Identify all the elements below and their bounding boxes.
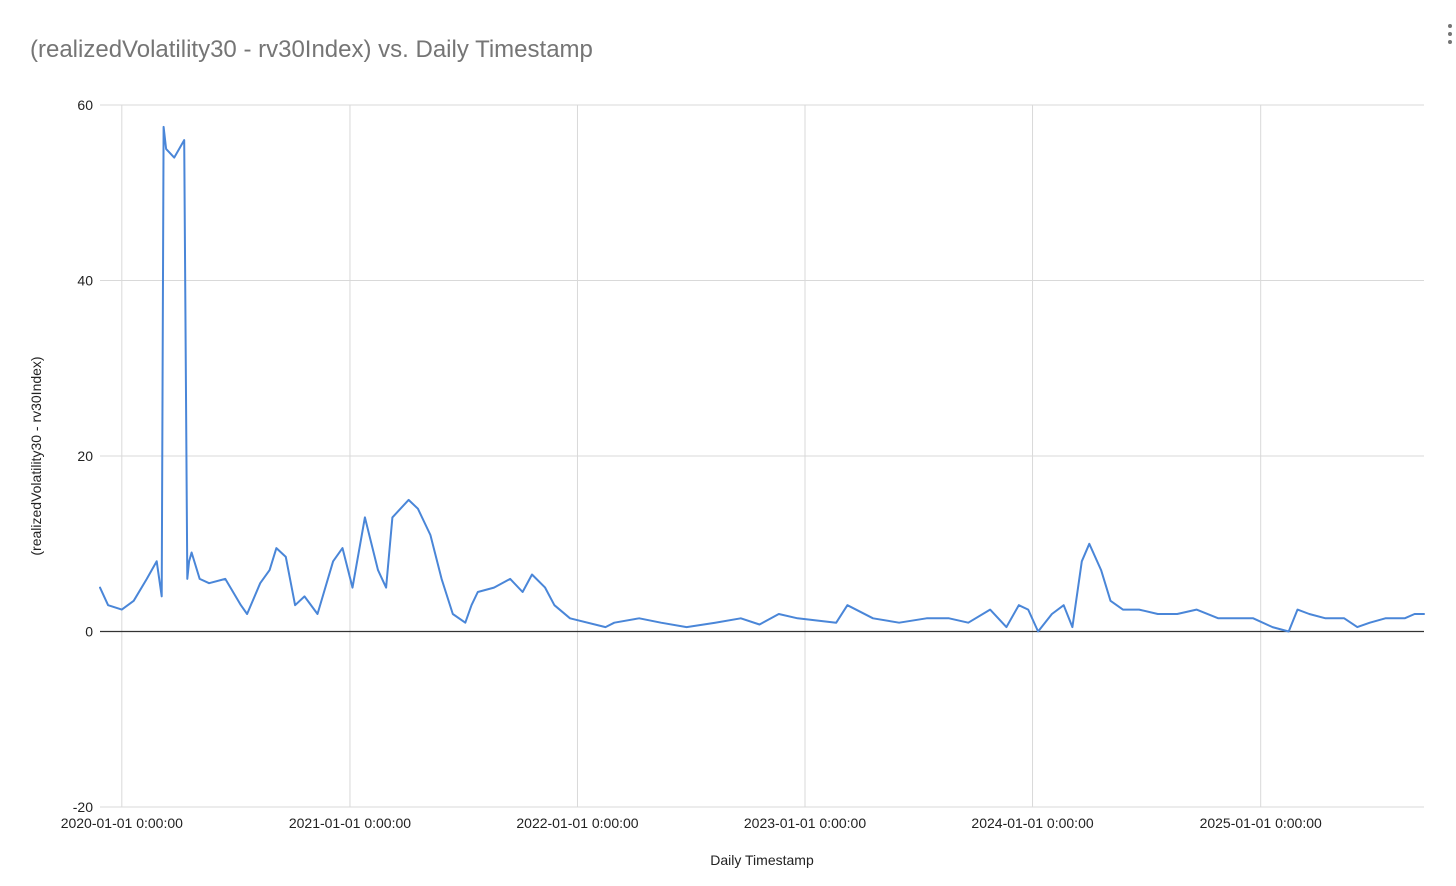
x-axis-title: Daily Timestamp [710,852,814,868]
x-tick-label: 2024-01-01 0:00:00 [971,815,1093,831]
x-tick-label: 2025-01-01 0:00:00 [1200,815,1322,831]
y-tick-label: -20 [73,799,93,815]
x-gridlines [121,105,1262,807]
menu-dot [1448,32,1452,36]
menu-dot [1448,40,1452,44]
x-tick-label: 2022-01-01 0:00:00 [516,815,638,831]
menu-dot [1448,24,1452,28]
chart-title: (realizedVolatility30 - rv30Index) vs. D… [30,36,593,63]
series-group [99,125,1425,633]
x-tick-label: 2020-01-01 0:00:00 [61,815,183,831]
more-vert-icon[interactable] [1446,24,1454,48]
y-tick-labels: 60 40 20 0 -20 [73,97,93,815]
series-line [99,125,1425,633]
y-tick-label: 40 [77,273,93,289]
y-tick-label: 0 [85,624,93,640]
x-tick-labels: 2020-01-01 0:00:00 2021-01-01 0:00:00 2022… [61,815,1322,831]
y-tick-label: 60 [77,97,93,113]
y-gridlines [100,104,1424,808]
x-tick-label: 2023-01-01 0:00:00 [744,815,866,831]
x-tick-label: 2021-01-01 0:00:00 [289,815,411,831]
y-tick-label: 20 [77,448,93,464]
y-axis-title: (realizedVolatility30 - rv30Index) [28,356,44,555]
